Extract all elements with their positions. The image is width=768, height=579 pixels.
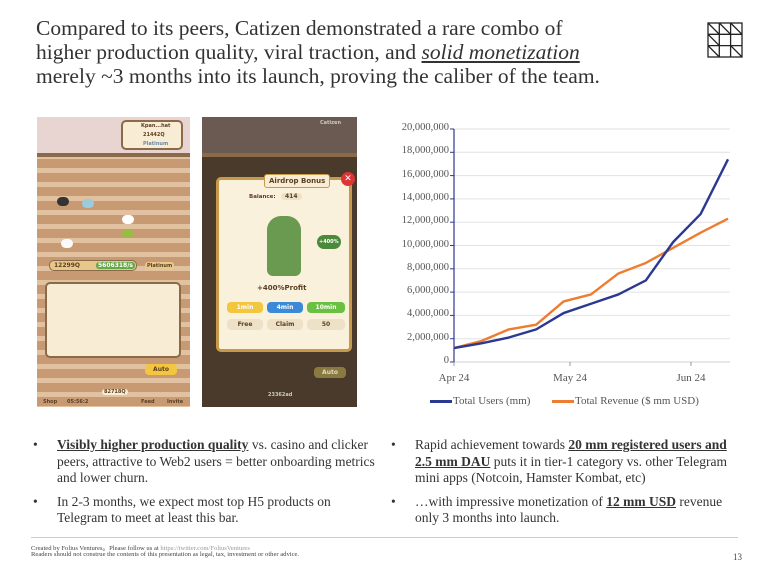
claim-button: Claim [267,319,303,330]
player-tier: Platinum [143,141,169,147]
profit-badge: +400% [317,235,341,249]
folius-logo-icon [707,22,743,58]
y-tick-label: 2,000,000 [407,331,449,343]
tier-badge: Platinum [145,262,175,270]
bullet-bold: Visibly higher production quality [57,437,249,452]
chart-plot [450,128,730,366]
footer-text: Created by Folius Ventures。Please follow… [31,545,161,552]
series-line-total-users-mm- [453,158,730,350]
bullet-text: puts it in tier-1 category vs. other Tel… [415,453,727,486]
y-tick-label: 18,000,000 [401,145,449,157]
option-10min: 10min [307,302,345,313]
x-tick-label: Jun 24 [676,372,706,384]
title-line-3: merely ~3 months into its launch, provin… [36,64,600,88]
nav-invite: Invite [167,399,184,405]
player-name: Catizen [320,120,342,126]
bullet-text: vs. casino and clicker peers, attractive… [57,437,375,485]
nav-timer: 05:56:2 [67,399,89,405]
nav-shop: Shop [43,399,58,405]
income-rate: 5606318/s [96,262,135,269]
option-1min: 1min [227,302,263,313]
y-tick-label: 16,000,000 [401,168,449,180]
cat-grid [45,282,181,358]
y-tick-label: 6,000,000 [407,285,449,297]
bullet-text: revenue only 3 months into launch. [415,493,723,526]
legend-users: Total Users (mm) [430,395,530,407]
bullet-text: In 2-3 months, we expect most top H5 pro… [57,493,331,526]
legend-revenue: Total Revenue ($ mm USD) [552,395,699,407]
bullet-bold: 20 mm registered users and 2.5 mm DAU [415,437,727,469]
popup-title: Airdrop Bonus [264,174,331,188]
game-screenshot-main: Kpan...hat 21442Q Platinum 12299Q 560631… [37,117,190,407]
bullet-item: Visibly higher production quality vs. ca… [31,437,376,487]
y-tick-label: 0 [443,355,449,366]
auto-button: Auto [145,364,177,375]
y-tick-label: 8,000,000 [407,261,449,273]
player-name: Kpan...hat [141,123,171,129]
growth-chart: 0 2,000,000 4,000,000 6,000,000 8,000,000 10,… [380,115,768,415]
profit-text: +400%Profit [257,284,307,292]
bullet-text: …with impressive monetization of [415,493,607,509]
free-button: Free [227,319,263,330]
bullet-text: Rapid achievement towards [415,437,569,452]
page-number: 13 [733,552,742,562]
slide-title: Compared to its peers, Catizen demonstra… [36,16,686,88]
player-coins: 21442Q [143,132,165,138]
title-emphasis: solid monetization [421,40,580,64]
nav-feed: Feed [141,399,155,405]
balance-label: Balance: [249,194,276,200]
x-tick-label: May 24 [553,372,587,384]
frog-illustration [267,216,301,276]
game-screenshot-airdrop: Catizen Airdrop Bonus ✕ Balance: 414 +40… [202,117,357,407]
balance-value: 12299Q [54,262,80,269]
legend-swatch [552,399,574,403]
option-4min: 4min [267,302,303,313]
series-line-total-revenue-mm-usd- [453,217,729,350]
bullets-left: Visibly higher production quality vs. ca… [31,437,376,534]
bullet-item: …with impressive monetization of 12 mm U… [389,494,744,527]
legend-label: Total Revenue ($ mm USD) [575,395,699,407]
bullet-item: Rapid achievement towards 20 mm register… [389,437,744,487]
bullet-item: In 2-3 months, we expect most top H5 pro… [31,494,376,527]
airdrop-popup: Airdrop Bonus ✕ Balance: 414 +400% +400%… [216,172,355,352]
title-line-1: Compared to its peers, Catizen demonstra… [36,16,563,40]
x-tick-label: Apr 24 [438,372,470,384]
y-tick-label: 14,000,000 [401,191,449,203]
buy-price: 82718Q [102,389,128,395]
buy-price: 23362ad [268,392,293,398]
legend-swatch [430,399,452,403]
balance-value: 414 [281,193,302,200]
balance-bar: 12299Q 5606318/s [49,260,137,271]
title-line-2: higher production quality, viral tractio… [36,40,686,64]
legend-label: Total Users (mm) [453,395,531,407]
y-tick-label: 10,000,000 [401,238,449,250]
y-tick-label: 12,000,000 [401,215,449,227]
y-tick-label: 4,000,000 [407,308,449,320]
y-tick-label: 20,000,000 [401,122,449,133]
footer-disclaimer: Readers should not construe the contents… [31,551,300,558]
auto-button: Auto [314,367,346,378]
footer-divider [31,537,738,538]
bullet-bold: 12 mm USD [606,493,676,509]
close-icon: ✕ [341,172,355,186]
cost-button: 50 [307,319,345,330]
title-text: higher production quality, viral tractio… [36,40,422,64]
player-panel: Kpan...hat 21442Q Platinum [121,120,183,150]
footer-credit: Created by Folius Ventures。Please follow… [31,542,250,552]
bullets-right: Rapid achievement towards 20 mm register… [389,437,744,534]
twitter-link[interactable]: https://twitter.com/FoliusVentures [160,545,250,552]
